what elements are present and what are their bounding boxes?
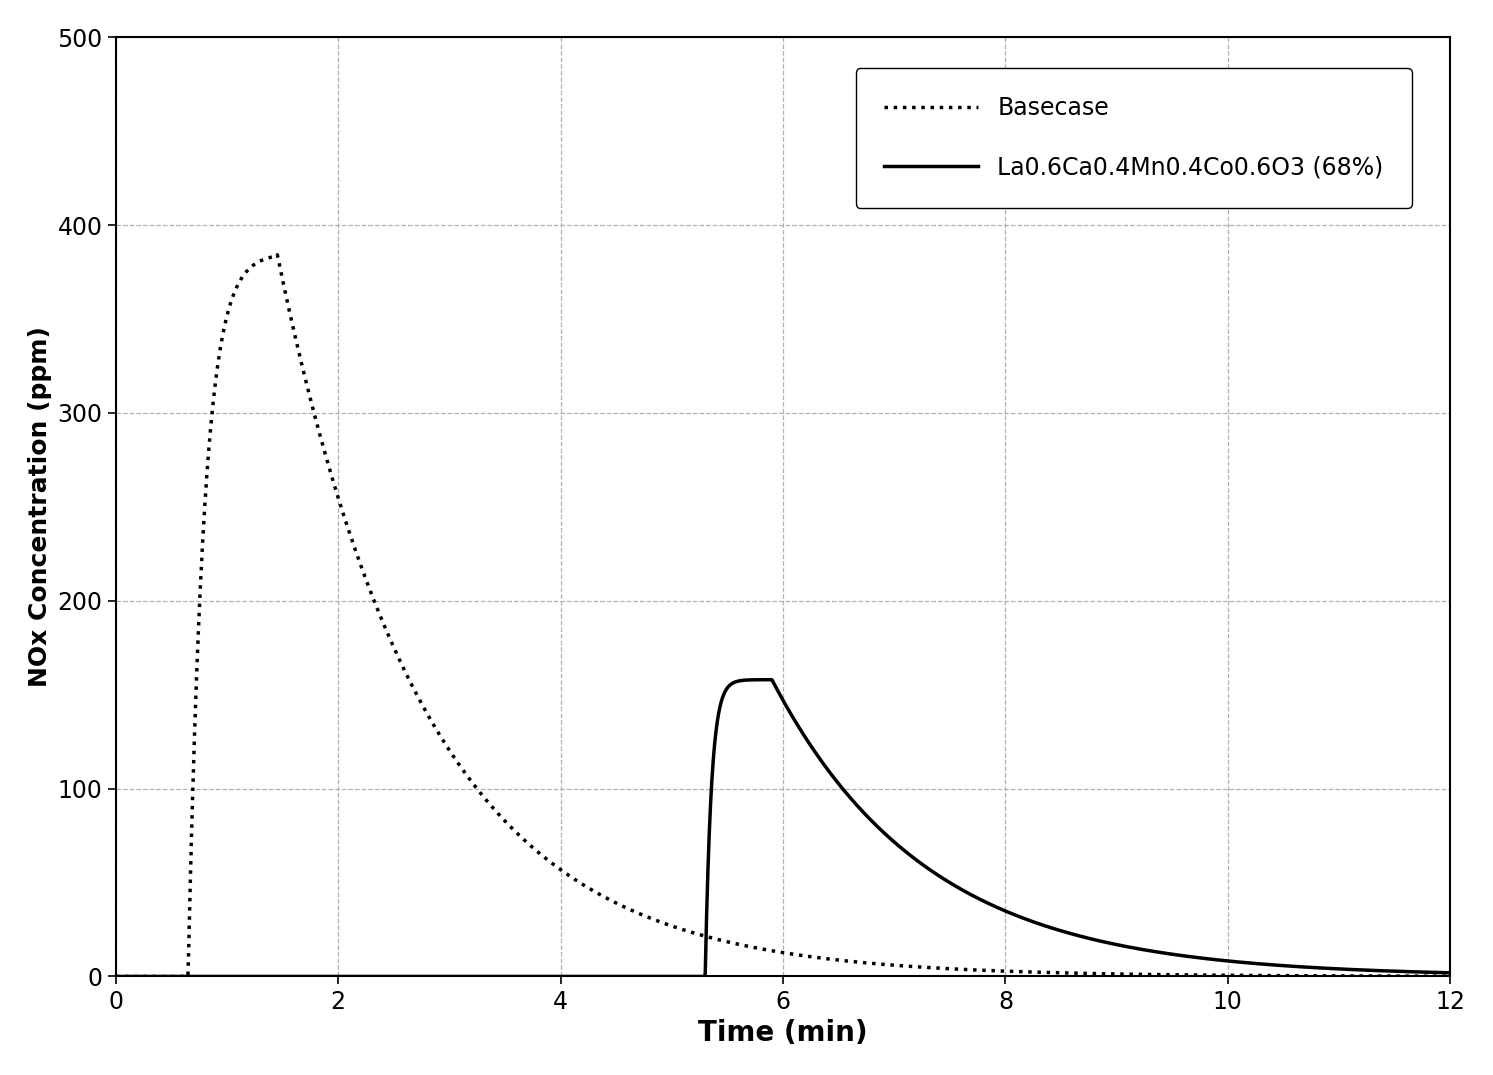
Basecase: [1403, 970, 1421, 983]
Basecase: [757, 943, 775, 956]
Basecase: [1441, 970, 1459, 983]
Y-axis label: NOx Concentration (ppm): NOx Concentration (ppm): [28, 327, 52, 687]
Basecase: [269, 248, 287, 261]
Basecase: [107, 970, 125, 983]
La0.6Ca0.4Mn0.4Co0.6O3 (68%): [175, 970, 193, 983]
Basecase: [721, 936, 739, 949]
La0.6Ca0.4Mn0.4Co0.6O3 (68%): [107, 970, 125, 983]
X-axis label: Time (min): Time (min): [699, 1019, 867, 1047]
Line: Basecase: Basecase: [116, 255, 1450, 976]
La0.6Ca0.4Mn0.4Co0.6O3 (68%): [1159, 947, 1176, 960]
La0.6Ca0.4Mn0.4Co0.6O3 (68%): [1403, 965, 1421, 978]
Legend: Basecase, La0.6Ca0.4Mn0.4Co0.6O3 (68%): Basecase, La0.6Ca0.4Mn0.4Co0.6O3 (68%): [855, 68, 1412, 207]
La0.6Ca0.4Mn0.4Co0.6O3 (68%): [720, 679, 738, 692]
Line: La0.6Ca0.4Mn0.4Co0.6O3 (68%): La0.6Ca0.4Mn0.4Co0.6O3 (68%): [116, 679, 1450, 976]
La0.6Ca0.4Mn0.4Co0.6O3 (68%): [755, 673, 773, 686]
La0.6Ca0.4Mn0.4Co0.6O3 (68%): [1441, 966, 1459, 979]
La0.6Ca0.4Mn0.4Co0.6O3 (68%): [1402, 965, 1420, 978]
Basecase: [1159, 969, 1176, 981]
La0.6Ca0.4Mn0.4Co0.6O3 (68%): [763, 673, 781, 686]
Basecase: [175, 970, 193, 983]
Basecase: [1402, 970, 1420, 983]
